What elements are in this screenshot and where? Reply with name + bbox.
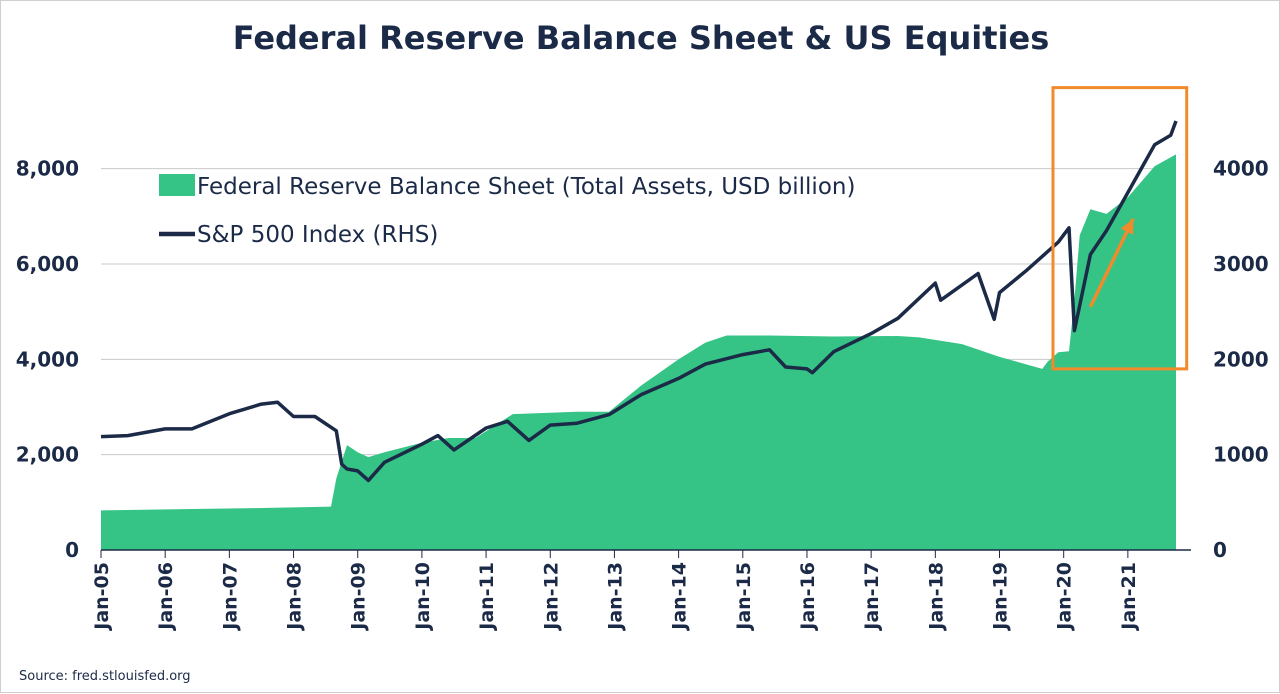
x-tick-label: Jan-16 xyxy=(797,562,819,632)
y-left-tick-label: 6,000 xyxy=(16,252,79,276)
x-tick-label: Jan-21 xyxy=(1118,562,1140,632)
y-right-tick-label: 0 xyxy=(1213,538,1227,562)
x-tick-label: Jan-17 xyxy=(861,562,883,632)
x-tick-label: Jan-05 xyxy=(91,562,113,632)
x-tick-label: Jan-08 xyxy=(284,562,306,632)
y-left-tick-label: 8,000 xyxy=(16,157,79,181)
legend: Federal Reserve Balance Sheet (Total Ass… xyxy=(159,174,855,248)
highlight-box xyxy=(1051,86,1189,371)
x-tick-label: Jan-12 xyxy=(540,562,562,632)
chart-source: Source: fred.stlouisfed.org xyxy=(19,669,191,684)
legend-label-fed: Federal Reserve Balance Sheet (Total Ass… xyxy=(197,174,855,200)
x-tick-label: Jan-09 xyxy=(348,562,370,632)
x-tick-label: Jan-14 xyxy=(669,562,691,632)
y-left-tick-label: 4,000 xyxy=(16,347,79,371)
y-right-tick-label: 1000 xyxy=(1213,443,1269,467)
x-tick-label: Jan-06 xyxy=(155,562,177,632)
legend-label-sp500: S&P 500 Index (RHS) xyxy=(197,222,438,248)
y-left-tick-label: 0 xyxy=(65,538,79,562)
legend-swatch-fed xyxy=(159,174,195,196)
y-right-tick-label: 4000 xyxy=(1213,157,1269,181)
x-tick-label: Jan-10 xyxy=(412,562,434,632)
trend-arrow-head xyxy=(1120,218,1134,235)
trend-arrow-shaft xyxy=(1088,217,1135,308)
x-tick-label: Jan-13 xyxy=(604,562,626,632)
annotation-layer xyxy=(1051,86,1189,371)
x-tick-label: Jan-11 xyxy=(476,562,498,632)
y-right-tick-label: 3000 xyxy=(1213,252,1269,276)
axes: 0 2,000 4,000 6,000 8,000 0 1000 2000 3000 4000 Ja… xyxy=(16,157,1269,632)
y-left-tick-label: 2,000 xyxy=(16,443,79,467)
fed-balance-sheet-area xyxy=(101,154,1176,550)
x-tick-label: Jan-19 xyxy=(990,562,1012,632)
x-tick-label: Jan-18 xyxy=(925,562,947,632)
x-tick-label: Jan-15 xyxy=(733,562,755,632)
y-right-tick-label: 2000 xyxy=(1213,347,1269,371)
chart-title: Federal Reserve Balance Sheet & US Equit… xyxy=(232,19,1050,57)
x-tick-label: Jan-07 xyxy=(219,562,241,632)
x-tick-label: Jan-20 xyxy=(1054,562,1076,632)
fed-balance-area-layer xyxy=(101,154,1176,550)
